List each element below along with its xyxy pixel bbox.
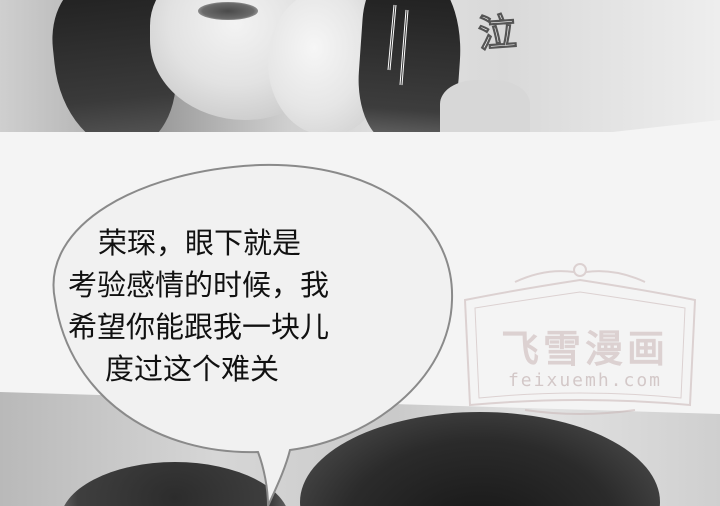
motion-lines: [387, 4, 409, 86]
watermark: 飞雪漫画 feixuemh.com: [455, 260, 705, 420]
speech-bubble-shape: [52, 163, 454, 506]
shirt: [440, 80, 530, 137]
dialogue-line-3: 希望你能跟我一块儿: [68, 310, 330, 344]
speech-bubble-text: 荣琛，眼下就是 考验感情的时候，我 希望你能跟我一块儿 度过这个难关: [60, 222, 420, 390]
watermark-frame: [463, 263, 697, 415]
top-panel-photo: 泣: [0, 0, 720, 137]
dialogue-line-1: 荣琛，眼下就是: [98, 226, 302, 260]
watermark-url: feixuemh.com: [507, 370, 663, 391]
dialogue-line-2: 考验感情的时候，我: [68, 268, 330, 302]
lips: [198, 2, 258, 20]
dialogue-line-4: 度过这个难关: [105, 352, 280, 386]
watermark-title: 飞雪漫画: [500, 327, 669, 371]
